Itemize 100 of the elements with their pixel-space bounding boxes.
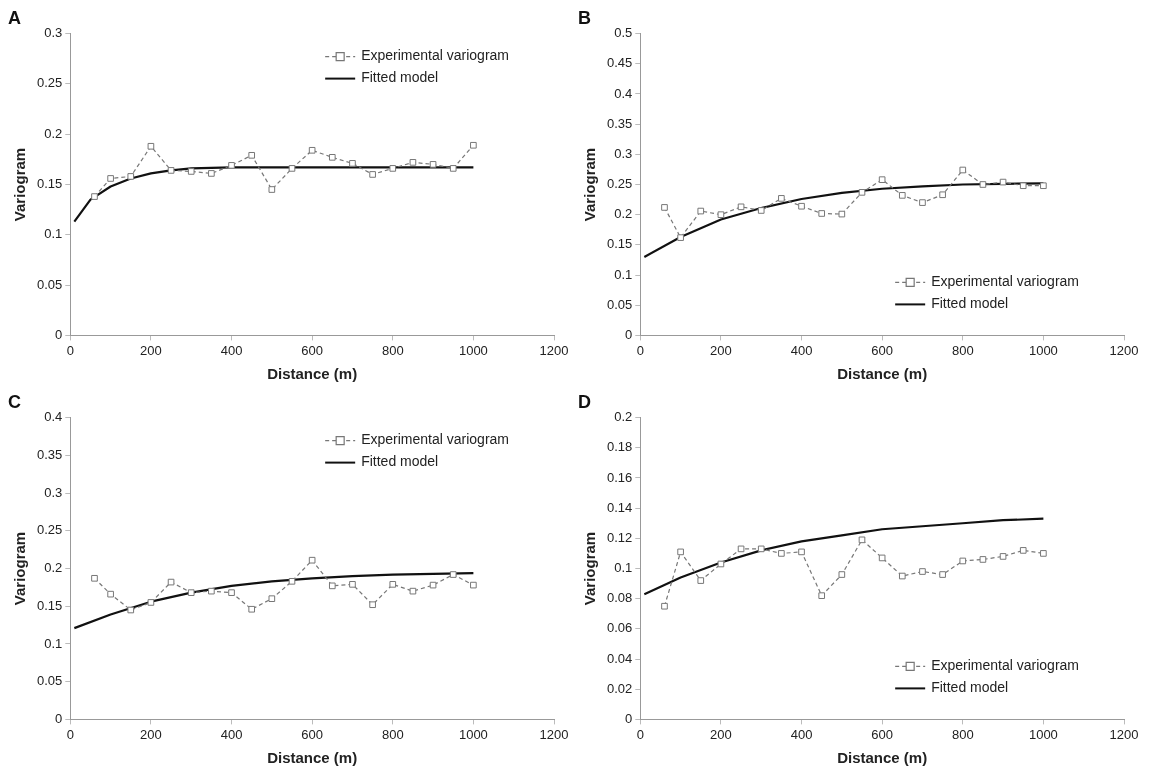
y-tick-label: 0 xyxy=(625,326,633,342)
y-tick-label: 0.16 xyxy=(606,469,633,485)
point xyxy=(167,167,175,174)
point xyxy=(999,553,1007,560)
point xyxy=(661,602,668,610)
point xyxy=(248,152,256,159)
y-tick-label: 0.14 xyxy=(606,499,633,515)
x-tick-label: 400 xyxy=(220,342,243,358)
y-tick-label: 0.2 xyxy=(614,206,633,222)
point xyxy=(349,581,356,588)
y-tick-label: 0.05 xyxy=(36,276,63,292)
x-tick-label: 200 xyxy=(140,726,162,742)
legend-label: Fitted model xyxy=(931,679,1009,696)
point xyxy=(409,159,417,166)
point xyxy=(838,210,846,218)
x-tick-label: 0 xyxy=(636,342,644,358)
x-tick-label: 1000 xyxy=(458,726,488,742)
y-tick-label: 0.3 xyxy=(44,25,63,41)
point xyxy=(697,207,705,215)
x-axis-title: Distance (m) xyxy=(837,365,928,383)
x-tick-label: 1200 xyxy=(1109,726,1139,742)
x-tick-label: 1000 xyxy=(458,342,488,358)
point xyxy=(757,207,765,214)
y-tick-label: 0.35 xyxy=(36,446,63,462)
x-tick-label: 1200 xyxy=(539,342,569,358)
point xyxy=(878,554,886,562)
point xyxy=(389,165,397,172)
point xyxy=(661,204,668,211)
legend-label: Experimental variogram xyxy=(361,47,510,64)
x-tick-label: 0 xyxy=(636,726,644,742)
point xyxy=(838,571,846,578)
x-tick-label: 1200 xyxy=(1109,342,1139,358)
point xyxy=(187,589,195,596)
point xyxy=(107,175,114,182)
x-tick-label: 800 xyxy=(951,342,974,358)
point xyxy=(959,166,967,174)
point xyxy=(939,191,946,199)
point xyxy=(737,545,745,553)
y-tick-label: 0.4 xyxy=(44,409,63,425)
y-tick-label: 0.2 xyxy=(614,409,633,425)
y-axis-title: Variogram xyxy=(11,147,29,222)
point xyxy=(818,592,826,599)
y-tick-label: 0 xyxy=(625,710,633,726)
point xyxy=(228,162,235,169)
point xyxy=(798,548,805,556)
point xyxy=(369,601,376,609)
x-tick-label: 600 xyxy=(871,342,893,358)
point xyxy=(778,550,785,557)
y-tick-label: 0.25 xyxy=(606,176,633,192)
y-tick-label: 0.35 xyxy=(606,115,633,131)
point xyxy=(429,581,437,589)
point xyxy=(737,203,745,211)
x-tick-label: 400 xyxy=(790,726,813,742)
y-tick-label: 0.25 xyxy=(36,75,63,91)
point xyxy=(717,211,725,219)
x-tick-label: 1000 xyxy=(1028,726,1058,742)
y-tick-label: 0.5 xyxy=(614,25,633,41)
point xyxy=(349,160,356,167)
y-tick-label: 0.18 xyxy=(606,439,633,455)
point xyxy=(91,574,98,582)
x-axis-title: Distance (m) xyxy=(267,749,358,767)
point xyxy=(268,595,276,603)
y-tick-label: 0.15 xyxy=(36,597,63,613)
point xyxy=(697,577,705,584)
point xyxy=(1019,547,1027,554)
y-tick-label: 0.04 xyxy=(606,650,633,666)
y-tick-label: 0.45 xyxy=(606,55,633,71)
point xyxy=(288,165,296,172)
x-tick-label: 200 xyxy=(710,342,732,358)
y-tick-label: 0.05 xyxy=(36,673,63,689)
legend-label: Experimental variogram xyxy=(361,431,510,448)
x-axis-title: Distance (m) xyxy=(837,749,928,767)
y-tick-label: 0.1 xyxy=(44,635,63,651)
y-tick-label: 0.3 xyxy=(44,484,63,500)
point xyxy=(208,170,215,177)
point xyxy=(147,599,155,606)
y-tick-label: 0.12 xyxy=(606,529,633,545)
point xyxy=(898,572,906,580)
point xyxy=(369,171,376,178)
y-tick-label: 0.05 xyxy=(606,296,633,312)
point xyxy=(919,568,926,575)
x-tick-label: 200 xyxy=(710,726,732,742)
y-tick-label: 0.2 xyxy=(44,560,63,576)
point xyxy=(919,199,926,206)
point xyxy=(288,578,296,585)
point xyxy=(248,605,256,613)
y-axis-title: Variogram xyxy=(581,531,599,606)
y-tick-label: 0.2 xyxy=(44,125,63,141)
point xyxy=(979,181,987,188)
x-tick-label: 600 xyxy=(871,726,893,742)
point xyxy=(409,587,417,595)
x-tick-label: 800 xyxy=(381,726,404,742)
point xyxy=(449,571,457,578)
point xyxy=(999,178,1007,186)
x-axis-title: Distance (m) xyxy=(267,365,358,383)
point xyxy=(91,193,98,200)
y-axis-title: Variogram xyxy=(581,147,599,222)
point xyxy=(979,556,987,563)
point xyxy=(308,556,316,564)
y-tick-label: 0.25 xyxy=(36,522,63,538)
